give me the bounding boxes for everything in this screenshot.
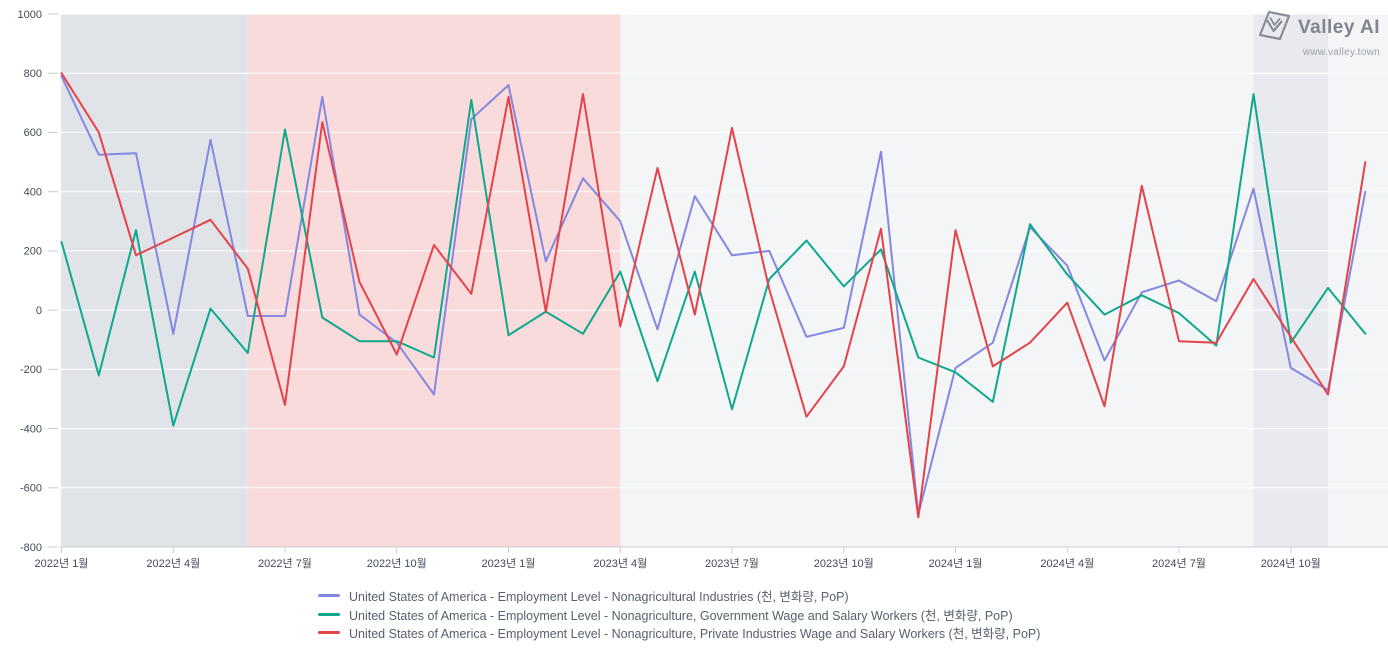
logo-title: Valley AI — [1298, 17, 1380, 38]
legend-label: United States of America - Employment Le… — [349, 627, 1041, 642]
legend-swatch-purple — [318, 594, 340, 598]
svg-text:-400: -400 — [20, 423, 42, 435]
svg-text:-600: -600 — [20, 483, 42, 495]
svg-text:800: 800 — [24, 68, 42, 80]
legend-label: United States of America - Employment Le… — [349, 608, 1013, 623]
svg-text:0: 0 — [36, 305, 42, 317]
legend-label: United States of America - Employment Le… — [349, 590, 849, 605]
svg-text:2022년 1월: 2022년 1월 — [35, 557, 89, 570]
legend-item-government-workers[interactable]: United States of America - Employment Le… — [318, 607, 1040, 623]
legend-swatch-teal — [318, 612, 340, 616]
legend-swatch-red — [318, 631, 340, 635]
legend-item-private-workers[interactable]: United States of America - Employment Le… — [318, 625, 1040, 641]
svg-text:600: 600 — [24, 127, 42, 139]
svg-text:200: 200 — [24, 246, 42, 258]
valley-ai-logo-icon — [1258, 10, 1291, 46]
svg-text:2023년 7월: 2023년 7월 — [705, 557, 759, 570]
svg-text:-200: -200 — [20, 364, 42, 376]
svg-text:2022년 7월: 2022년 7월 — [258, 557, 312, 570]
line-chart: 1000 800 600 400 200 0 -200 -400 -600 -800 2022년 1… — [18, 9, 1388, 570]
chart-plot-area[interactable]: 1000 800 600 400 200 0 -200 -400 -600 -800 2022년 1… — [0, 0, 1388, 580]
svg-text:2024년 10월: 2024년 10월 — [1261, 557, 1321, 570]
svg-text:2022년 4월: 2022년 4월 — [146, 557, 200, 570]
valley-ai-logo[interactable]: Valley AI www.valley.town — [1258, 10, 1380, 58]
legend-item-employment-total[interactable]: United States of America - Employment Le… — [318, 588, 1040, 604]
svg-text:2023년 10월: 2023년 10월 — [814, 557, 874, 570]
svg-text:1000: 1000 — [18, 9, 42, 21]
svg-text:2024년 1월: 2024년 1월 — [929, 557, 983, 570]
logo-url[interactable]: www.valley.town — [1302, 47, 1380, 58]
svg-text:2022년 10월: 2022년 10월 — [367, 557, 427, 570]
svg-text:2024년 7월: 2024년 7월 — [1152, 557, 1206, 570]
svg-text:-800: -800 — [20, 542, 42, 554]
svg-text:2023년 1월: 2023년 1월 — [482, 557, 536, 570]
svg-text:2024년 4월: 2024년 4월 — [1040, 557, 1094, 570]
svg-text:400: 400 — [24, 187, 42, 199]
svg-text:2023년 4월: 2023년 4월 — [593, 557, 647, 570]
chart-legend: United States of America - Employment Le… — [318, 588, 1040, 641]
